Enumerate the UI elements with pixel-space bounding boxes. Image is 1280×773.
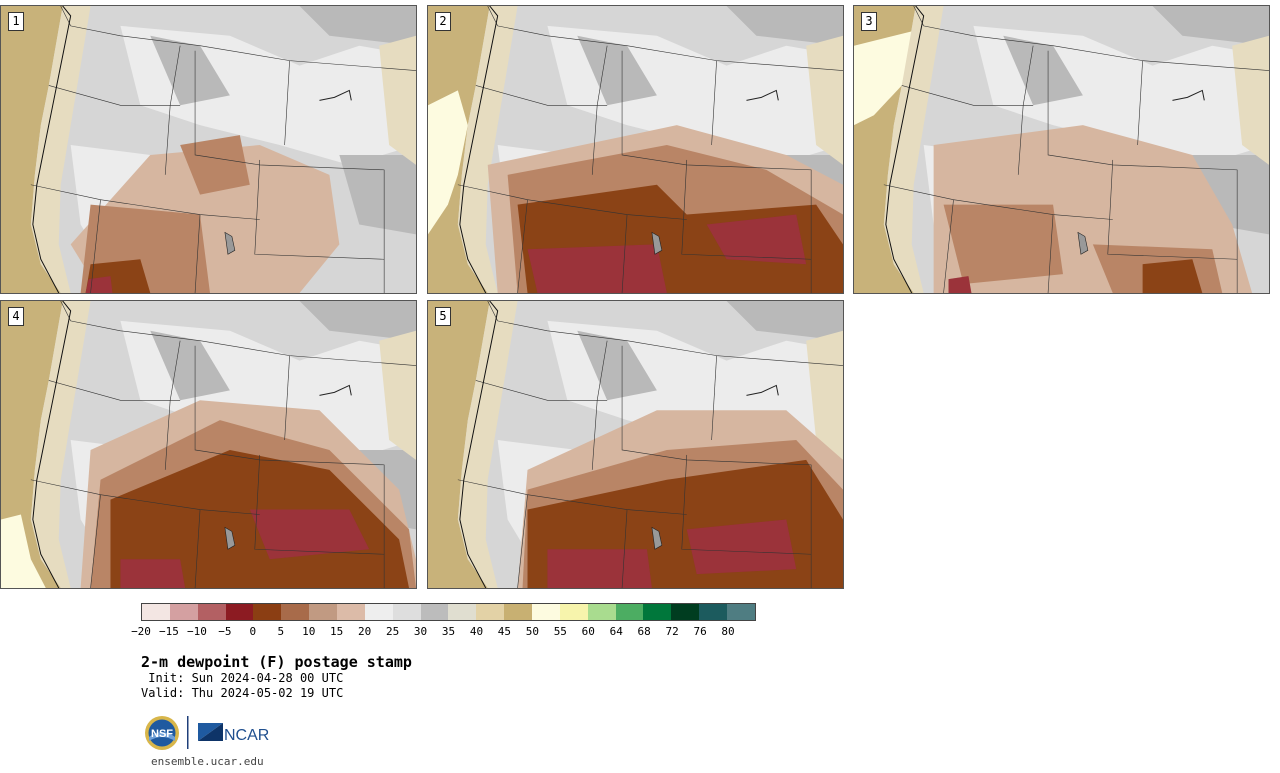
dewpoint-map (1, 301, 416, 588)
colorbar-segment (587, 604, 616, 620)
panel-number: 2 (435, 12, 451, 31)
colorbar-segment (225, 604, 254, 620)
website-url: ensemble.ucar.edu (151, 755, 264, 768)
colorbar-tick-label: 15 (330, 625, 344, 638)
colorbar-segment (504, 604, 533, 620)
colorbar-segment (420, 604, 449, 620)
colorbar-tick-label: 55 (553, 625, 567, 638)
colorbar-segment (142, 604, 170, 620)
ncar-logo: NCAR (198, 723, 269, 744)
panel-number: 5 (435, 307, 451, 326)
colorbar-segment (253, 604, 282, 620)
colorbar-tick-label: 72 (665, 625, 679, 638)
colorbar-segment (337, 604, 365, 620)
colorbar-tick-label: −5 (218, 625, 232, 638)
colorbar-tick-label: 45 (497, 625, 512, 638)
map-panel: 5 (427, 300, 844, 589)
colorbar-tick-label: 68 (637, 625, 651, 638)
colorbar-segment (699, 604, 728, 620)
colorbar-tick-label: 35 (441, 625, 456, 638)
colorbar-segment (392, 604, 421, 620)
colorbar-tick-label: 0 (249, 625, 257, 638)
colorbar-ticks: −20 −15 −10 −5 0 5 10 15 20 25 30 35 40 45 50 55 60 64 68 7… (131, 625, 756, 639)
init-time: Init: Sun 2024-04-28 00 UTC (141, 671, 344, 685)
figure-title: 2-m dewpoint (F) postage stamp (141, 653, 412, 671)
colorbar-segment (476, 604, 505, 620)
logos: NSF NCAR (143, 713, 273, 753)
valid-time: Valid: Thu 2024-05-02 19 UTC (141, 686, 344, 700)
dewpoint-map (428, 6, 843, 293)
colorbar-segment (727, 604, 755, 620)
colorbar-tick-label: 50 (525, 625, 539, 638)
colorbar-segment (615, 604, 644, 620)
nsf-logo-text: NSF (151, 728, 173, 740)
colorbar-tick-label: 40 (469, 625, 484, 638)
map-panel: 3 (853, 5, 1270, 294)
colorbar-segment (364, 604, 393, 620)
ncar-logo-text: NCAR (224, 727, 269, 744)
panel-number: 4 (8, 307, 24, 326)
colorbar-segment (643, 604, 672, 620)
colorbar-segment (559, 604, 588, 620)
dewpoint-map (428, 301, 843, 588)
map-panel: 1 (0, 5, 417, 294)
colorbar-tick-label: 64 (609, 625, 623, 638)
panel-number: 3 (861, 12, 877, 31)
colorbar-segment (448, 604, 477, 620)
colorbar-tick-label: 10 (302, 625, 316, 638)
colorbar-tick-label: 30 (413, 625, 428, 638)
colorbar-tick-label: −10 (186, 625, 207, 638)
panel-number: 1 (8, 12, 24, 31)
map-panel: 2 (427, 5, 844, 294)
colorbar-segment (169, 604, 198, 620)
dewpoint-map (1, 6, 416, 293)
colorbar-tick-label: 76 (693, 625, 707, 638)
colorbar-segment (532, 604, 560, 620)
colorbar-tick-label: 60 (581, 625, 595, 638)
colorbar-tick-label: −15 (159, 625, 179, 638)
colorbar (141, 603, 756, 621)
colorbar-tick-label: 25 (385, 625, 400, 638)
colorbar-segment (281, 604, 310, 620)
colorbar-segment (309, 604, 338, 620)
colorbar-segment (197, 604, 226, 620)
colorbar-tick-label: −20 (131, 625, 151, 638)
map-panel: 4 (0, 300, 417, 589)
dewpoint-map (854, 6, 1269, 293)
nsf-logo: NSF (145, 716, 179, 750)
colorbar-tick-label: 80 (721, 625, 735, 638)
colorbar-tick-label: 5 (277, 625, 285, 638)
colorbar-tick-label: 20 (358, 625, 372, 638)
colorbar-segment (671, 604, 700, 620)
